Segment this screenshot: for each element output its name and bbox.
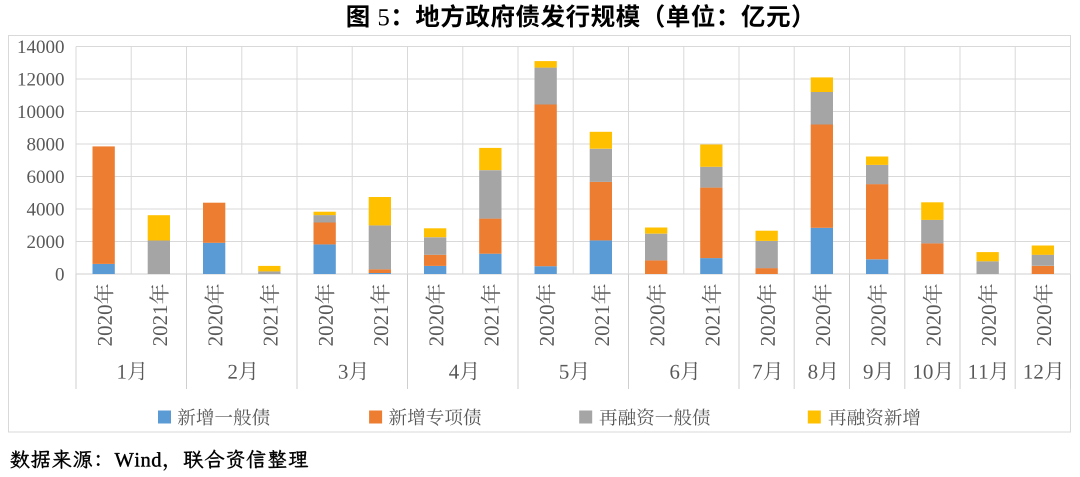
svg-text:14000: 14000 xyxy=(17,37,65,58)
svg-text:6000: 6000 xyxy=(27,167,65,188)
svg-text:10000: 10000 xyxy=(17,102,65,123)
svg-text:4000: 4000 xyxy=(27,200,65,221)
svg-text:8000: 8000 xyxy=(27,135,65,156)
svg-text:0: 0 xyxy=(55,265,65,286)
svg-text:12000: 12000 xyxy=(17,70,65,91)
svg-text:2000: 2000 xyxy=(27,232,65,253)
